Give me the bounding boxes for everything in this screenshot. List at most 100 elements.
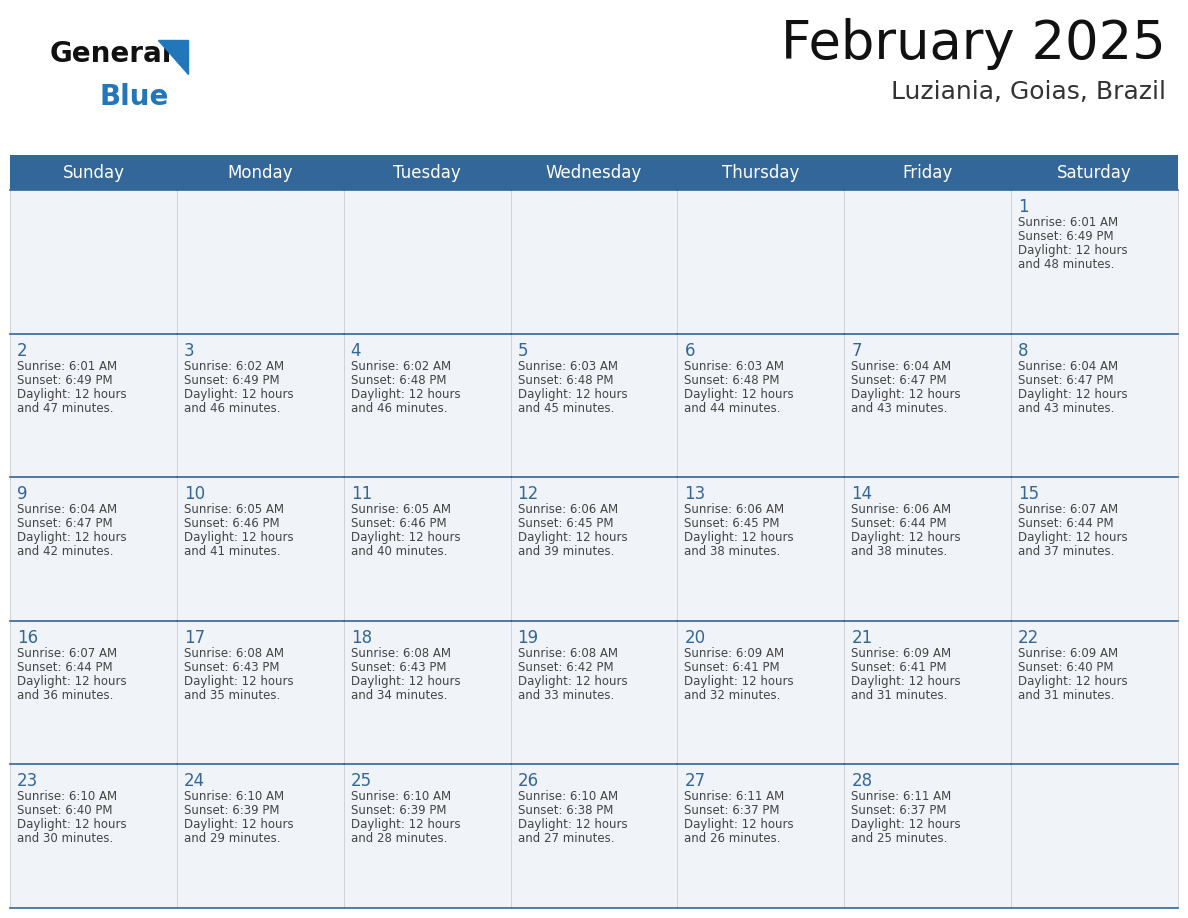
Text: Daylight: 12 hours: Daylight: 12 hours	[184, 819, 293, 832]
Text: Sunset: 6:45 PM: Sunset: 6:45 PM	[518, 517, 613, 531]
Text: Daylight: 12 hours: Daylight: 12 hours	[17, 675, 127, 688]
Bar	[677, 477, 845, 621]
Text: Sunrise: 6:10 AM: Sunrise: 6:10 AM	[350, 790, 450, 803]
Text: Sunrise: 6:11 AM: Sunrise: 6:11 AM	[684, 790, 785, 803]
Bar	[343, 621, 511, 765]
Text: Tuesday: Tuesday	[393, 163, 461, 182]
Text: Sunset: 6:47 PM: Sunset: 6:47 PM	[1018, 374, 1114, 386]
Text: Blue: Blue	[100, 83, 170, 111]
Text: Sunrise: 6:02 AM: Sunrise: 6:02 AM	[350, 360, 450, 373]
Text: 2: 2	[17, 341, 27, 360]
Text: and 33 minutes.: and 33 minutes.	[518, 688, 614, 701]
Bar	[845, 190, 1011, 333]
Text: Sunrise: 6:08 AM: Sunrise: 6:08 AM	[518, 647, 618, 660]
Text: Sunset: 6:41 PM: Sunset: 6:41 PM	[852, 661, 947, 674]
Text: Sunrise: 6:09 AM: Sunrise: 6:09 AM	[684, 647, 784, 660]
Text: February 2025: February 2025	[782, 18, 1165, 70]
Text: Daylight: 12 hours: Daylight: 12 hours	[1018, 532, 1127, 544]
Text: and 46 minutes.: and 46 minutes.	[184, 401, 280, 415]
Bar	[343, 190, 511, 333]
Text: and 31 minutes.: and 31 minutes.	[1018, 688, 1114, 701]
Text: 18: 18	[350, 629, 372, 647]
Text: Daylight: 12 hours: Daylight: 12 hours	[17, 387, 127, 400]
Text: Sunrise: 6:03 AM: Sunrise: 6:03 AM	[684, 360, 784, 373]
Text: and 30 minutes.: and 30 minutes.	[17, 833, 113, 845]
Text: Sunrise: 6:04 AM: Sunrise: 6:04 AM	[1018, 360, 1118, 373]
Text: Sunset: 6:37 PM: Sunset: 6:37 PM	[684, 804, 781, 817]
Text: Daylight: 12 hours: Daylight: 12 hours	[518, 532, 627, 544]
Text: Sunset: 6:48 PM: Sunset: 6:48 PM	[684, 374, 781, 386]
Text: and 40 minutes.: and 40 minutes.	[350, 545, 447, 558]
Text: Monday: Monday	[228, 163, 293, 182]
Text: Daylight: 12 hours: Daylight: 12 hours	[852, 387, 961, 400]
Text: Sunrise: 6:10 AM: Sunrise: 6:10 AM	[17, 790, 118, 803]
Text: Sunset: 6:49 PM: Sunset: 6:49 PM	[17, 374, 113, 386]
Text: Sunrise: 6:10 AM: Sunrise: 6:10 AM	[184, 790, 284, 803]
Text: Sunday: Sunday	[63, 163, 125, 182]
Bar	[1011, 621, 1178, 765]
Text: Sunset: 6:49 PM: Sunset: 6:49 PM	[184, 374, 279, 386]
Text: Sunset: 6:49 PM: Sunset: 6:49 PM	[1018, 230, 1114, 243]
Text: and 43 minutes.: and 43 minutes.	[1018, 401, 1114, 415]
Text: Sunset: 6:48 PM: Sunset: 6:48 PM	[350, 374, 447, 386]
Text: 19: 19	[518, 629, 538, 647]
Text: Sunrise: 6:01 AM: Sunrise: 6:01 AM	[17, 360, 118, 373]
Text: 24: 24	[184, 772, 206, 790]
Text: and 45 minutes.: and 45 minutes.	[518, 401, 614, 415]
Bar	[343, 765, 511, 908]
Text: Daylight: 12 hours: Daylight: 12 hours	[852, 532, 961, 544]
Bar	[10, 477, 177, 621]
Text: 13: 13	[684, 486, 706, 503]
Text: and 26 minutes.: and 26 minutes.	[684, 833, 781, 845]
Text: and 29 minutes.: and 29 minutes.	[184, 833, 280, 845]
Text: Daylight: 12 hours: Daylight: 12 hours	[852, 819, 961, 832]
Bar	[677, 333, 845, 477]
Text: 4: 4	[350, 341, 361, 360]
Text: 8: 8	[1018, 341, 1029, 360]
Text: Sunset: 6:45 PM: Sunset: 6:45 PM	[684, 517, 781, 531]
Bar	[677, 765, 845, 908]
Text: 1: 1	[1018, 198, 1029, 216]
Text: 20: 20	[684, 629, 706, 647]
Text: Daylight: 12 hours: Daylight: 12 hours	[684, 532, 794, 544]
Text: Sunrise: 6:06 AM: Sunrise: 6:06 AM	[518, 503, 618, 516]
Bar	[177, 477, 343, 621]
Text: 23: 23	[17, 772, 38, 790]
Text: Daylight: 12 hours: Daylight: 12 hours	[184, 532, 293, 544]
Bar	[845, 621, 1011, 765]
Text: and 39 minutes.: and 39 minutes.	[518, 545, 614, 558]
Text: 6: 6	[684, 341, 695, 360]
Text: Luziania, Goias, Brazil: Luziania, Goias, Brazil	[891, 80, 1165, 104]
Bar	[511, 621, 677, 765]
Text: Sunset: 6:46 PM: Sunset: 6:46 PM	[350, 517, 447, 531]
Bar	[511, 477, 677, 621]
Bar	[10, 190, 177, 333]
Text: 17: 17	[184, 629, 206, 647]
Text: and 34 minutes.: and 34 minutes.	[350, 688, 447, 701]
Text: Daylight: 12 hours: Daylight: 12 hours	[17, 819, 127, 832]
Text: Sunrise: 6:06 AM: Sunrise: 6:06 AM	[852, 503, 952, 516]
Bar	[177, 621, 343, 765]
Bar	[1011, 477, 1178, 621]
Bar	[511, 333, 677, 477]
Text: and 35 minutes.: and 35 minutes.	[184, 688, 280, 701]
Text: Sunset: 6:44 PM: Sunset: 6:44 PM	[852, 517, 947, 531]
Text: Daylight: 12 hours: Daylight: 12 hours	[184, 387, 293, 400]
Text: Sunset: 6:43 PM: Sunset: 6:43 PM	[184, 661, 279, 674]
Text: Thursday: Thursday	[722, 163, 800, 182]
Text: and 44 minutes.: and 44 minutes.	[684, 401, 781, 415]
Text: Sunset: 6:47 PM: Sunset: 6:47 PM	[17, 517, 113, 531]
Text: Sunset: 6:44 PM: Sunset: 6:44 PM	[1018, 517, 1114, 531]
Bar	[511, 765, 677, 908]
Text: and 38 minutes.: and 38 minutes.	[684, 545, 781, 558]
Text: Daylight: 12 hours: Daylight: 12 hours	[17, 532, 127, 544]
Text: Sunrise: 6:07 AM: Sunrise: 6:07 AM	[1018, 503, 1118, 516]
Text: 5: 5	[518, 341, 529, 360]
Text: 14: 14	[852, 486, 872, 503]
Text: Sunrise: 6:04 AM: Sunrise: 6:04 AM	[17, 503, 118, 516]
Text: 26: 26	[518, 772, 538, 790]
Text: Sunrise: 6:08 AM: Sunrise: 6:08 AM	[184, 647, 284, 660]
Bar	[10, 765, 177, 908]
Text: Sunset: 6:39 PM: Sunset: 6:39 PM	[350, 804, 447, 817]
Text: Daylight: 12 hours: Daylight: 12 hours	[1018, 387, 1127, 400]
